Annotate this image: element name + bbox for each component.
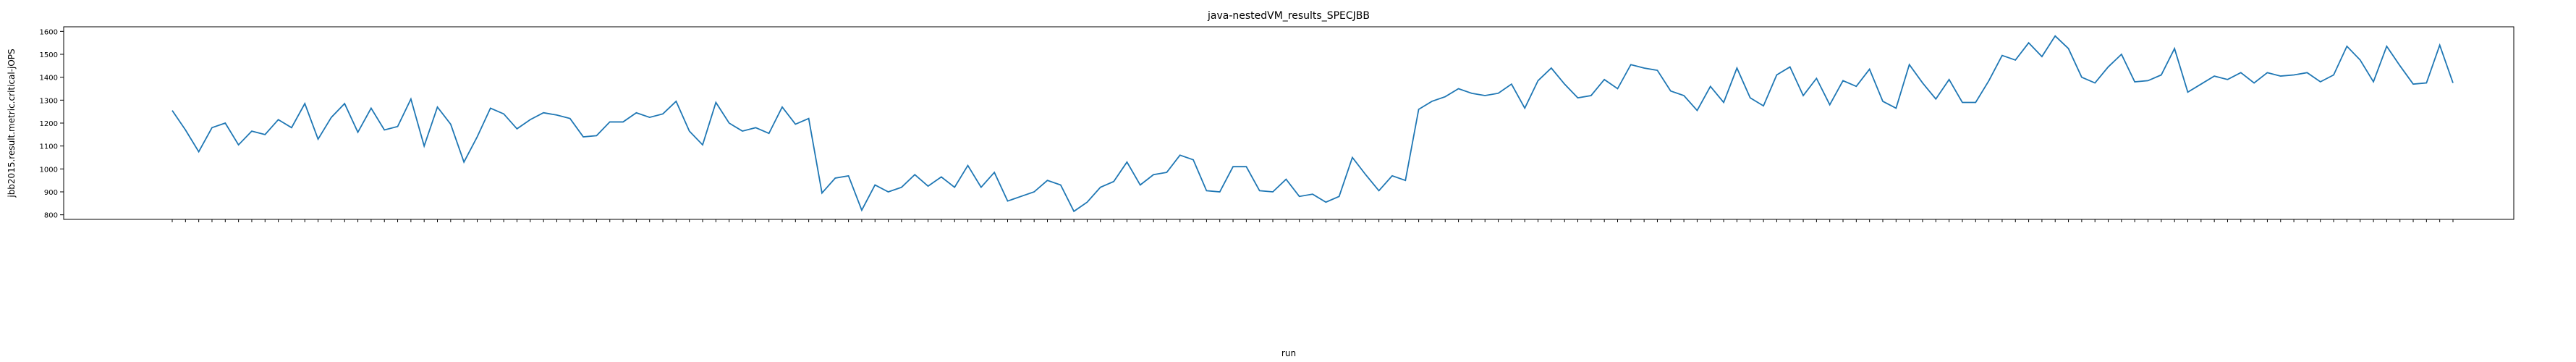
plot-frame xyxy=(63,26,2514,220)
y-tick-label: 1300 xyxy=(40,97,58,105)
x-axis-title: run xyxy=(1281,348,1296,358)
y-tick-label: 1400 xyxy=(40,75,58,83)
y-tick-label: 1600 xyxy=(40,28,58,36)
y-axis-ticks: 800 900 1000 1100 1200 1300 1400 1500 1600 xyxy=(40,28,64,220)
x-axis-ticks xyxy=(171,219,2454,222)
y-tick-label: 800 xyxy=(44,212,58,220)
y-axis-title: jbb2015.result.metric.critical-jOPS xyxy=(7,49,17,198)
chart-title: java-nestedVM_results_SPECJBB xyxy=(1207,10,1370,22)
y-tick-label: 1500 xyxy=(40,51,58,59)
series-line xyxy=(171,35,2454,213)
y-tick-label: 1200 xyxy=(40,120,58,128)
y-tick-label: 1000 xyxy=(40,166,58,174)
y-tick-label: 900 xyxy=(44,189,58,197)
y-tick-label: 1100 xyxy=(40,143,58,151)
